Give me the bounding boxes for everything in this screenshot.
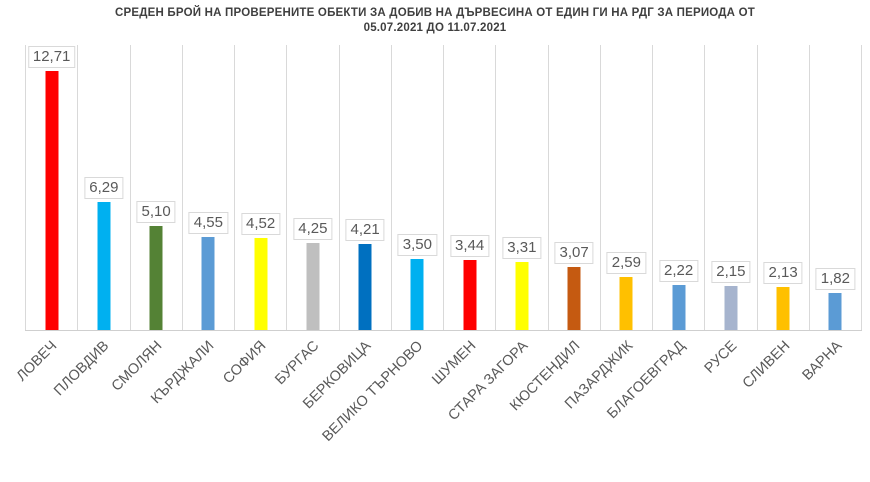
category-column: 4,55 <box>181 45 234 330</box>
bar <box>149 226 163 330</box>
x-axis-labels: ЛОВЕЧ ПЛОВДИВ СМОЛЯН КЪРДЖАЛИ СОФИЯ БУРГАС БЕР… <box>14 338 862 482</box>
category-column: 4,21 <box>338 45 391 330</box>
value-label: 2,15 <box>711 261 751 283</box>
bar <box>463 260 477 330</box>
value-label: 4,21 <box>345 219 385 241</box>
value-label: 3,07 <box>554 242 594 264</box>
value-label: 4,52 <box>241 213 281 235</box>
category-column: 6,29 <box>77 45 129 330</box>
category-column: 2,15 <box>704 45 756 330</box>
bar <box>97 202 111 330</box>
bar <box>619 277 633 330</box>
category-column: 3,31 <box>495 45 547 330</box>
category-column: 3,44 <box>443 45 495 330</box>
bar <box>358 244 372 330</box>
category-column: 5,10 <box>129 45 182 330</box>
bar <box>828 293 842 330</box>
category-column: 4,52 <box>234 45 286 330</box>
chart-title: СРЕДЕН БРОЙ НА ПРОВЕРЕНИТЕ ОБЕКТИ ЗА ДОБ… <box>0 6 870 36</box>
bar <box>567 267 581 330</box>
value-label: 4,55 <box>188 212 228 234</box>
bar <box>776 287 790 330</box>
value-label: 6,29 <box>84 177 124 199</box>
category-column: 3,07 <box>547 45 600 330</box>
bar <box>45 71 59 330</box>
value-label: 4,25 <box>293 218 333 240</box>
value-label: 5,10 <box>136 201 176 223</box>
value-label: 3,44 <box>450 235 490 257</box>
bar <box>410 259 424 330</box>
category-column: 3,50 <box>390 45 443 330</box>
value-label: 2,22 <box>659 260 699 282</box>
value-label: 3,31 <box>502 237 542 259</box>
category-column: 4,25 <box>286 45 338 330</box>
value-label: 1,82 <box>815 268 855 290</box>
plot-area: 12,71 6,29 5,10 4,55 4,52 4,25 4,21 3,50 3,44 3,3… <box>25 45 862 331</box>
bar <box>724 286 738 330</box>
bar <box>254 238 268 330</box>
value-label: 2,59 <box>606 252 646 274</box>
bar <box>201 237 215 330</box>
bar <box>515 262 529 330</box>
category-column: 2,22 <box>652 45 704 330</box>
category-column: 1,82 <box>808 45 862 330</box>
category-column: 2,13 <box>756 45 809 330</box>
category-column: 2,59 <box>599 45 652 330</box>
category-column: 12,71 <box>25 45 77 330</box>
value-label: 12,71 <box>27 46 76 68</box>
value-label: 2,13 <box>763 262 803 284</box>
bar <box>672 285 686 330</box>
chart-title-line2: 05.07.2021 ДО 11.07.2021 <box>363 22 507 34</box>
value-label: 3,50 <box>397 234 437 256</box>
chart-title-line1: СРЕДЕН БРОЙ НА ПРОВЕРЕНИТЕ ОБЕКТИ ЗА ДОБ… <box>115 7 755 19</box>
bar <box>306 243 320 330</box>
